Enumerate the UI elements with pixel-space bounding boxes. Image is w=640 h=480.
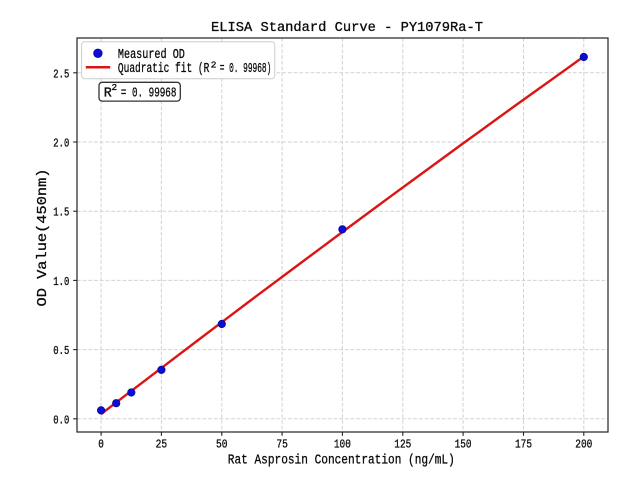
svg-text:0.0: 0.0: [53, 413, 69, 427]
svg-text:OD Value(450nm): OD Value(450nm): [36, 169, 51, 307]
svg-text:= 0. 99968: = 0. 99968: [121, 86, 176, 101]
svg-text:25: 25: [156, 437, 168, 451]
svg-text:R: R: [104, 86, 112, 101]
svg-text:100: 100: [334, 437, 351, 451]
svg-text:Quadratic fit (R: Quadratic fit (R: [118, 62, 209, 77]
svg-text:2: 2: [112, 82, 118, 93]
svg-text:ELISA Standard Curve - PY1079R: ELISA Standard Curve - PY1079Ra-T: [211, 21, 483, 36]
svg-text:50: 50: [216, 437, 228, 451]
svg-text:75: 75: [276, 437, 288, 451]
svg-text:150: 150: [455, 437, 472, 451]
svg-text:1.0: 1.0: [53, 275, 69, 289]
svg-text:2.5: 2.5: [53, 67, 69, 81]
svg-text:Rat Asprosin Concentration (ng: Rat Asprosin Concentration (ng/mL): [228, 454, 455, 469]
svg-text:175: 175: [515, 437, 532, 451]
svg-text:125: 125: [394, 437, 411, 451]
svg-text:0.5: 0.5: [53, 344, 69, 358]
svg-text:200: 200: [575, 437, 592, 451]
svg-text:2.0: 2.0: [53, 137, 69, 151]
svg-text:0: 0: [98, 437, 104, 451]
svg-text:Measured OD: Measured OD: [118, 48, 185, 63]
svg-text:= 0. 99968): = 0. 99968): [220, 62, 272, 77]
svg-text:2: 2: [211, 60, 217, 71]
svg-text:1.5: 1.5: [53, 206, 69, 220]
